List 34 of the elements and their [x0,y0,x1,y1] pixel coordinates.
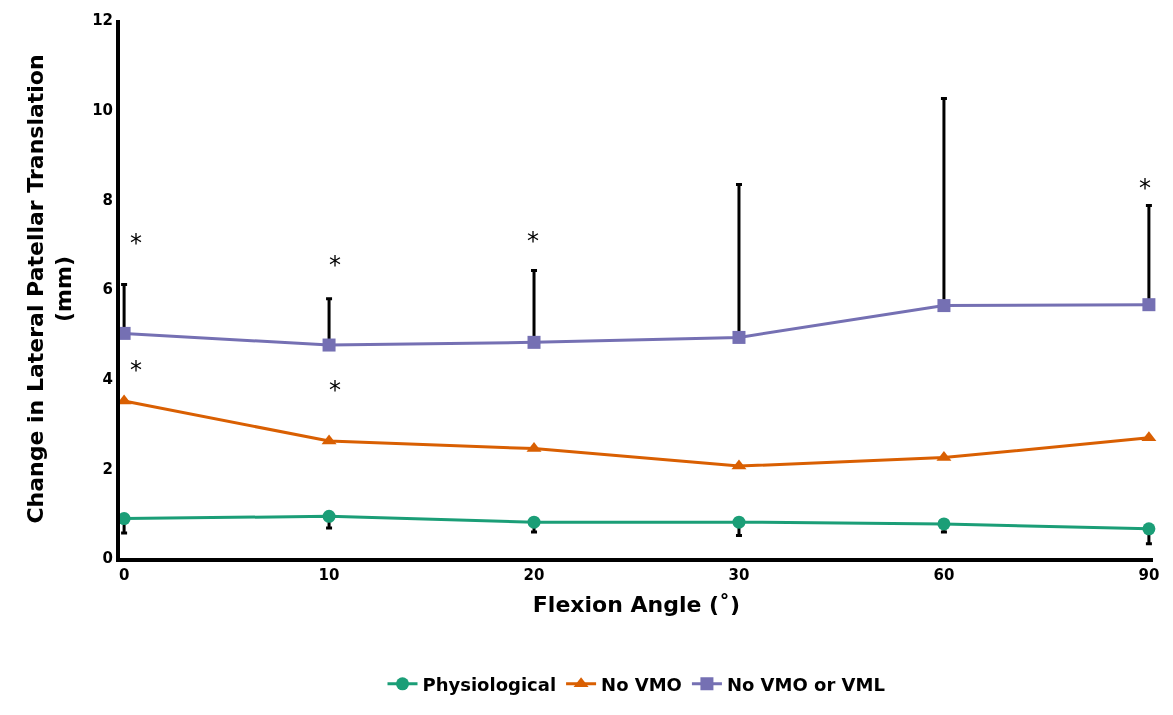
y-tick-label: 0 [102,549,113,568]
annotation: * [329,376,341,404]
y-tick-label: 4 [102,369,113,388]
x-tick-label: 90 [1138,566,1160,584]
y-tick-label: 2 [102,459,113,478]
point [527,335,541,349]
point [732,330,746,344]
x-tick-label: 60 [933,566,955,584]
y-tick-label: 12 [92,11,113,30]
annotation: * [1139,174,1151,202]
y-tick-label: 8 [102,190,113,209]
point [527,515,541,529]
x-tick-label: 0 [118,566,130,584]
x-tick-label: 30 [728,566,750,584]
x-tick-label: 20 [523,566,545,584]
point [937,517,951,531]
point [937,299,951,313]
y-axis-title: Change in Lateral Patellar Translation (mm) [22,54,77,524]
x-tick-label: 10 [318,566,340,584]
annotation: * [130,229,142,257]
y-tick-label: 10 [92,100,113,119]
legend-label: Physiological [422,673,557,695]
point [322,338,336,352]
point [322,509,336,523]
legend-label: No VMO [601,673,682,695]
annotation: * [130,356,142,384]
annotation: * [329,251,341,279]
legend-label: No VMO or VML [726,673,885,695]
point [1142,522,1156,536]
x-axis-title: Flexion Angle (˚) [532,592,741,618]
point [1142,298,1156,312]
point [732,515,746,529]
y-tick-label: 6 [102,280,113,299]
annotation: * [527,227,539,255]
